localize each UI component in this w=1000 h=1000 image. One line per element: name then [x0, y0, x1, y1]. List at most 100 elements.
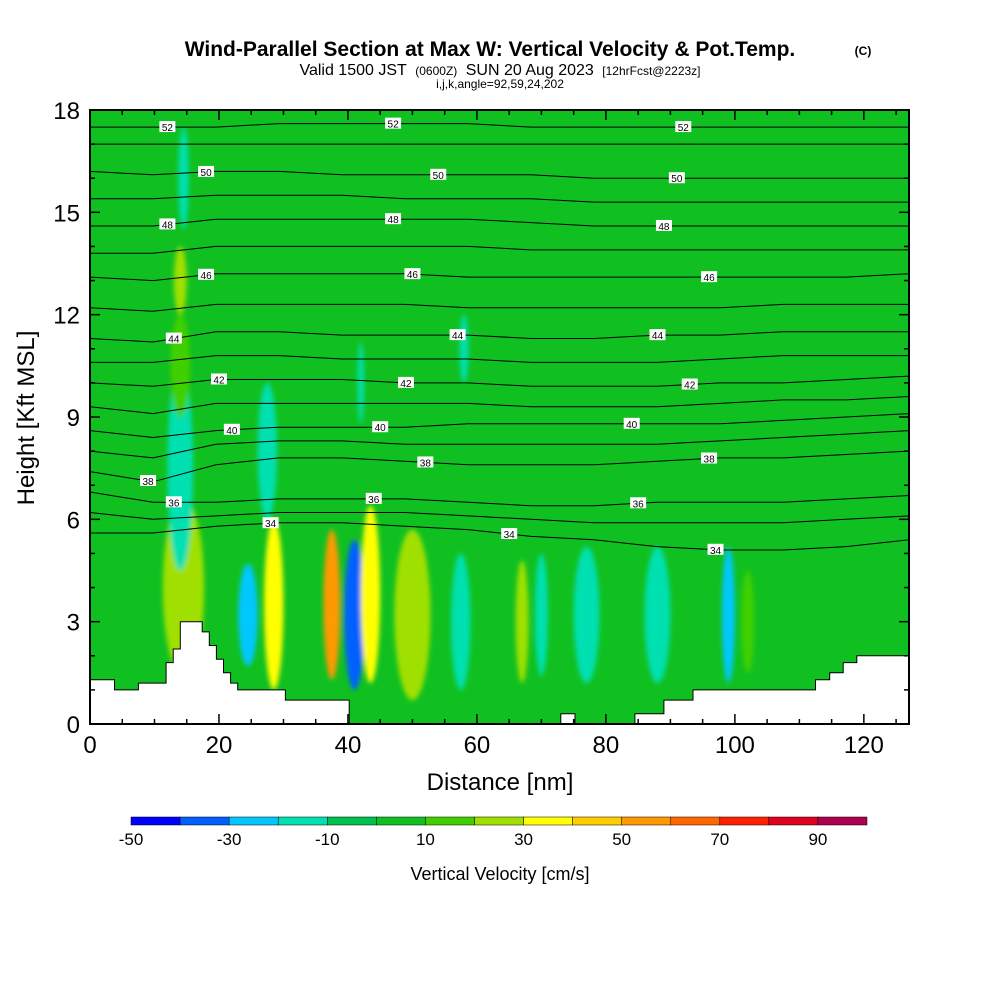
field-streak [774, 110, 782, 724]
contour-label-text: 46 [201, 271, 213, 282]
field-streak [442, 110, 450, 724]
field-streak [747, 110, 755, 724]
contour-label-text: 42 [213, 375, 225, 386]
velocity-cell [573, 546, 600, 684]
field-streak [719, 110, 727, 724]
vertical-velocity-field [90, 110, 909, 724]
velocity-cell [173, 246, 187, 315]
copyright-mark: (C) [855, 44, 872, 58]
theta-contour [90, 194, 909, 203]
contour-label-text: 38 [704, 455, 716, 466]
contour-label-text: 34 [504, 530, 516, 541]
field-streak [858, 110, 866, 724]
colorbar-tick-label: 70 [710, 830, 729, 849]
colorbar-tick-label: 50 [612, 830, 631, 849]
y-tick-label: 3 [67, 610, 80, 637]
contour-label: 50 [430, 168, 447, 182]
x-tick-label: 20 [206, 732, 233, 759]
theta-contour [90, 430, 909, 459]
x-tick-label: 40 [335, 732, 362, 759]
colorbar-tick-label: -30 [217, 830, 242, 849]
colorbar-tick-label: 10 [416, 830, 435, 849]
contour-label: 44 [449, 329, 466, 342]
contour-label: 44 [165, 332, 182, 346]
y-tick-label: 0 [67, 712, 80, 739]
x-tick-label: 60 [464, 732, 491, 759]
velocity-cell [323, 529, 341, 680]
terrain-mask [89, 621, 910, 725]
field-streak [275, 110, 283, 724]
velocity-cell [238, 563, 258, 667]
contour-label: 52 [159, 121, 176, 134]
theta-contour [90, 331, 909, 343]
contour-label-text: 52 [388, 120, 400, 131]
colorbar-swatch [228, 816, 279, 826]
colorbar-swatch [670, 816, 721, 826]
theta-contour [90, 218, 909, 227]
field-streak [663, 110, 671, 724]
contour-label: 42 [397, 376, 414, 390]
field-streak [885, 110, 893, 724]
contour-label-text: 42 [400, 379, 412, 390]
y-tick-label: 6 [67, 507, 80, 534]
contour-label-text: 46 [407, 270, 419, 281]
velocity-cell [534, 553, 548, 677]
y-tick-label: 15 [53, 200, 80, 227]
colorbar-swatch [327, 816, 377, 826]
colorbar-swatch [817, 816, 868, 826]
contour-label-text: 36 [168, 498, 180, 509]
colorbar-swatch [130, 816, 181, 826]
field-background [90, 110, 909, 724]
contour-label: 52 [385, 117, 402, 131]
field-streak [802, 110, 810, 724]
field-streak [580, 110, 588, 724]
x-axis: 0 20 40 60 80 100 120 [83, 110, 897, 759]
velocity-cell [741, 570, 755, 673]
velocity-cell [644, 546, 671, 684]
contour-label: 34 [262, 517, 279, 530]
contour-label: 42 [210, 373, 227, 386]
valid-utc: (0600Z) [415, 64, 457, 78]
contour-label: 46 [701, 271, 718, 284]
contour-label-text: 48 [162, 220, 174, 231]
velocity-cell [264, 519, 284, 690]
field-streak [414, 110, 422, 724]
field-streak [164, 110, 172, 724]
contour-label: 38 [140, 475, 157, 488]
contour-label-text: 50 [201, 168, 213, 179]
colorbar-swatch [523, 816, 573, 826]
colorbar-swatch [277, 816, 328, 826]
field-streak [830, 110, 838, 724]
contour-label-text: 34 [710, 546, 722, 557]
theta-contour [90, 123, 909, 128]
field-streak [192, 110, 200, 724]
theta-contour [90, 170, 909, 179]
field-streak [109, 110, 117, 724]
colorbar-swatch [621, 816, 671, 826]
theta-contour [90, 512, 909, 524]
colorbar: -50 -30 -10 10 30 50 70 90 [119, 816, 868, 849]
velocity-cell [167, 365, 194, 571]
contour-label-text: 38 [142, 477, 154, 488]
contour-label: 44 [649, 329, 666, 342]
grid-indices: i,j,k,angle=92,59,24,202 [436, 77, 564, 91]
field-streak [386, 110, 394, 724]
contour-label: 40 [223, 423, 240, 437]
contour-label-text: 38 [420, 458, 432, 469]
x-tick-label: 120 [844, 732, 884, 759]
colorbar-swatch [179, 816, 230, 826]
valid-date: SUN 20 Aug 2023 [466, 62, 594, 79]
colorbar-tick-label: 30 [514, 830, 533, 849]
forecast-label: [12hrFcst@2223z] [602, 64, 700, 78]
velocity-cell [721, 546, 735, 684]
contour-label-text: 44 [452, 331, 464, 342]
contour-label: 46 [404, 268, 421, 281]
field-streak [691, 110, 699, 724]
field-streak [137, 110, 145, 724]
colorbar-tick-label: 90 [808, 830, 827, 849]
velocity-cell [170, 314, 190, 418]
colorbar-swatch [474, 816, 524, 826]
contour-label-text: 36 [633, 499, 645, 510]
velocity-cell [459, 314, 469, 383]
